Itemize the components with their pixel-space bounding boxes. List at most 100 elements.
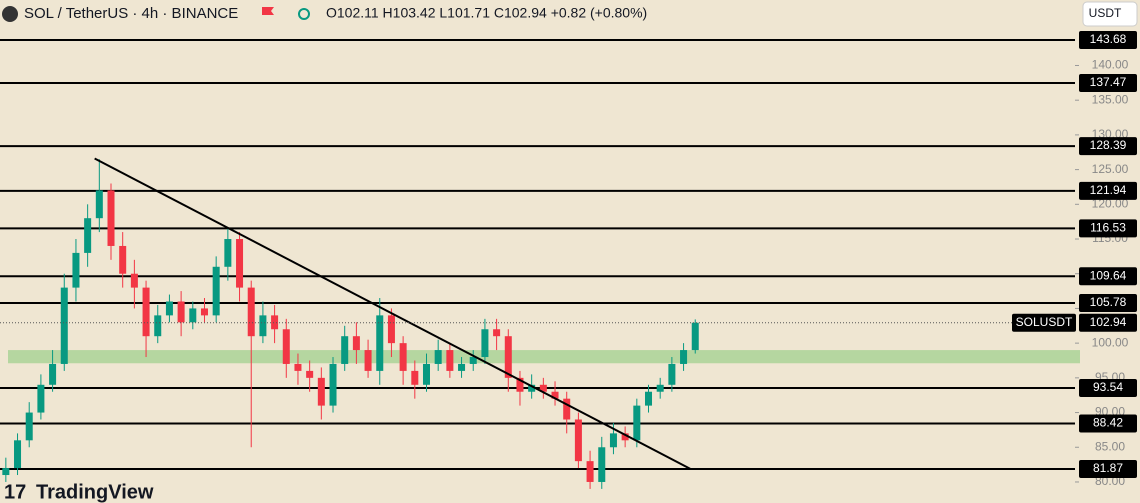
level-tag — [1079, 294, 1137, 313]
candle-body — [434, 350, 442, 364]
candle-body — [84, 218, 92, 253]
candle-body — [399, 343, 407, 371]
y-tick-label: 120.00 — [1092, 196, 1129, 210]
candle-body — [598, 447, 606, 482]
candle-body — [294, 363, 302, 371]
candle-body — [411, 370, 419, 385]
candle-body — [271, 315, 279, 330]
trendline — [94, 157, 692, 470]
level-label: 116.53 — [1090, 221, 1126, 235]
y-tick-label: 125.00 — [1092, 162, 1129, 176]
candle-body — [282, 329, 290, 364]
symbol-title: SOL / TetherUS · 4h · BINANCE — [24, 5, 238, 22]
candle-body — [481, 329, 489, 358]
candle-body — [493, 329, 501, 337]
candle-body — [2, 468, 10, 476]
y-tick-label: 85.00 — [1095, 439, 1125, 453]
candle-body — [528, 384, 536, 392]
candle-body — [212, 266, 220, 316]
candle-body — [259, 315, 267, 337]
candle-body — [469, 357, 477, 364]
level-label: 121.94 — [1090, 183, 1127, 197]
candle-body — [539, 384, 547, 392]
candle-body — [317, 377, 325, 406]
level-tag — [1079, 414, 1137, 433]
candle-body — [142, 287, 150, 337]
candle-body — [586, 461, 594, 482]
candle-body — [633, 405, 641, 441]
candle-body — [563, 398, 571, 420]
candle-body — [95, 190, 103, 219]
level-label: 109.64 — [1090, 268, 1127, 282]
level-tag — [1079, 74, 1137, 93]
candle-body — [130, 273, 138, 288]
level-label: 143.68 — [1090, 32, 1127, 46]
flag-icon — [262, 7, 274, 15]
candle-body — [446, 350, 454, 371]
level-label: 93.54 — [1093, 380, 1123, 394]
y-tick-label: 135.00 — [1092, 92, 1129, 106]
plot: 80.0085.0090.0095.00100.00105.00110.0011… — [0, 30, 1137, 489]
candle-body — [364, 350, 372, 371]
candle-body — [60, 287, 68, 364]
level-label: 105.78 — [1090, 295, 1127, 309]
candle-body — [387, 315, 395, 344]
candle-body — [516, 377, 524, 392]
level-tag — [1079, 459, 1137, 478]
candle-body — [247, 287, 255, 337]
candle-body — [165, 301, 173, 316]
candle-body — [119, 245, 127, 274]
level-tag — [1079, 181, 1137, 200]
candle-body — [49, 363, 57, 385]
level-label: 137.47 — [1090, 75, 1127, 89]
y-tick-label: 140.00 — [1092, 58, 1129, 72]
candle-body — [551, 391, 559, 399]
level-label: 128.39 — [1090, 138, 1127, 152]
level-tag — [1079, 267, 1137, 286]
status-icon — [298, 8, 310, 20]
currency-button[interactable] — [1082, 1, 1138, 27]
candle-body — [329, 363, 337, 406]
candle-body — [574, 419, 582, 462]
candle-body — [656, 384, 664, 392]
candle-body — [306, 370, 314, 378]
candle-body — [154, 315, 162, 337]
candle-body — [645, 391, 653, 406]
candle-body — [341, 336, 349, 364]
candle-body — [37, 384, 45, 413]
candle-body — [224, 239, 232, 267]
candle-body — [376, 315, 384, 371]
candle-body — [458, 363, 466, 371]
candle-body — [621, 433, 629, 441]
support-zone — [8, 350, 1080, 364]
candle-body — [72, 252, 80, 288]
brand-mark: 17 — [4, 481, 26, 503]
level-label: 81.87 — [1093, 461, 1123, 475]
ohlc-readout: O102.11 H103.42 L101.71 C102.94 +0.82 (+… — [326, 5, 647, 21]
y-tick-label: 100.00 — [1092, 335, 1129, 349]
candle-body — [177, 301, 185, 323]
level-label: 88.42 — [1093, 416, 1123, 430]
last-price-name: SOLUSDT — [1016, 315, 1073, 329]
candle-body — [14, 440, 22, 469]
level-tag — [1079, 378, 1137, 397]
currency-label[interactable]: USDT — [1089, 6, 1122, 20]
candle-body — [609, 433, 617, 448]
level-tag — [1079, 219, 1137, 238]
candle-body — [680, 350, 688, 364]
candle-body — [200, 308, 208, 316]
candle-body — [352, 336, 360, 351]
level-tag — [1079, 137, 1137, 156]
last-price-name-tag — [1012, 313, 1076, 332]
candle-body — [189, 308, 197, 323]
level-tag — [1079, 30, 1137, 49]
brand-logo: TradingView — [36, 481, 154, 503]
candle-body — [236, 239, 244, 288]
symbol-icon — [2, 6, 18, 22]
candle-body — [107, 190, 115, 246]
candle-body — [504, 336, 512, 378]
candle-body — [691, 322, 699, 351]
candle-body — [668, 363, 676, 385]
